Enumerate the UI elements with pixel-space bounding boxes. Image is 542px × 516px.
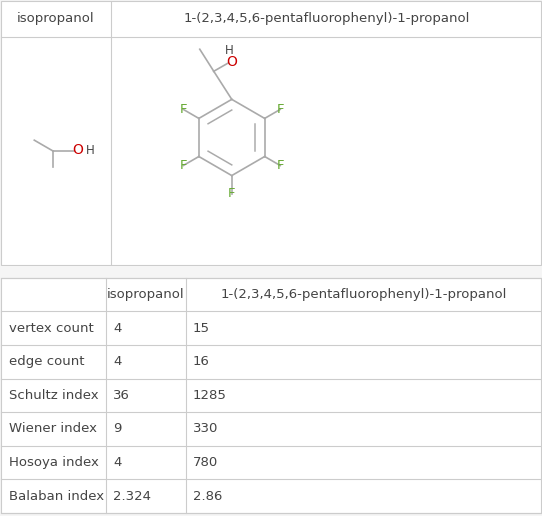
Text: H: H <box>224 44 233 57</box>
Text: 4: 4 <box>113 456 121 469</box>
Text: F: F <box>276 159 284 172</box>
Text: 1285: 1285 <box>193 389 227 402</box>
Text: 36: 36 <box>113 389 130 402</box>
Text: vertex count: vertex count <box>9 321 94 335</box>
Text: 2.86: 2.86 <box>193 490 222 503</box>
Text: Balaban index: Balaban index <box>9 490 104 503</box>
Text: H: H <box>86 143 95 157</box>
Text: 16: 16 <box>193 356 210 368</box>
Text: O: O <box>227 55 237 69</box>
Text: isopropanol: isopropanol <box>17 12 94 25</box>
Text: 330: 330 <box>193 423 218 436</box>
Text: F: F <box>179 103 187 116</box>
Text: O: O <box>72 143 83 157</box>
Text: 2.324: 2.324 <box>113 490 151 503</box>
Text: Wiener index: Wiener index <box>9 423 97 436</box>
Text: 15: 15 <box>193 321 210 335</box>
Text: 4: 4 <box>113 356 121 368</box>
Text: edge count: edge count <box>9 356 85 368</box>
Text: F: F <box>276 103 284 116</box>
Text: F: F <box>179 159 187 172</box>
Text: isopropanol: isopropanol <box>107 288 185 301</box>
Text: 1-(2,3,4,5,6-pentafluorophenyl)-1-propanol: 1-(2,3,4,5,6-pentafluorophenyl)-1-propan… <box>183 12 470 25</box>
Text: Schultz index: Schultz index <box>9 389 99 402</box>
Text: 9: 9 <box>113 423 121 436</box>
Text: 780: 780 <box>193 456 218 469</box>
Text: F: F <box>228 187 236 200</box>
Text: 1-(2,3,4,5,6-pentafluorophenyl)-1-propanol: 1-(2,3,4,5,6-pentafluorophenyl)-1-propan… <box>220 288 507 301</box>
Text: Hosoya index: Hosoya index <box>9 456 99 469</box>
Text: 4: 4 <box>113 321 121 335</box>
